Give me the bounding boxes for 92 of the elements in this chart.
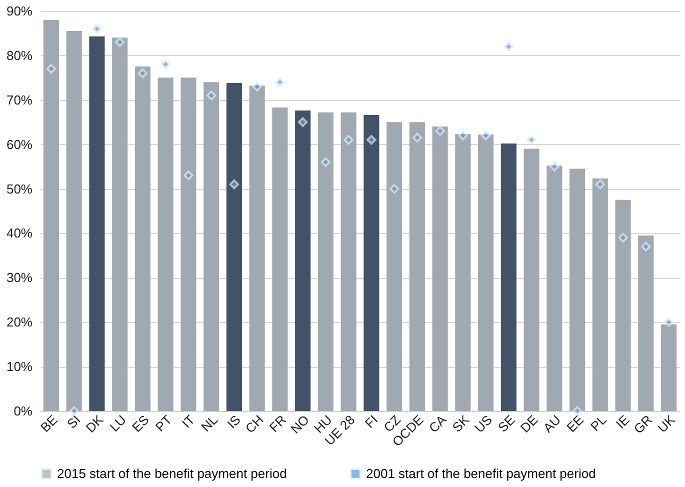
bar	[340, 112, 356, 411]
point	[138, 68, 148, 78]
bar	[546, 166, 562, 411]
bar	[180, 78, 196, 411]
bar	[524, 148, 540, 411]
y-tick-label: 20%	[6, 314, 33, 330]
y-tick-label: 60%	[6, 136, 33, 152]
bar	[364, 115, 380, 411]
x-tick-label: NL	[198, 412, 221, 434]
bar	[204, 82, 220, 411]
point	[526, 135, 536, 145]
y-tick-label: 30%	[6, 270, 33, 286]
y-tick-label: 40%	[6, 226, 33, 241]
x-tick-label: BE	[38, 412, 61, 435]
bar	[295, 110, 311, 411]
x-tick-label: US	[472, 412, 496, 436]
x-tick-label: LU	[106, 412, 130, 434]
point	[252, 82, 262, 92]
point	[664, 317, 674, 327]
x-tick-label: IE	[612, 412, 632, 432]
point	[480, 130, 491, 140]
point	[550, 162, 560, 172]
point	[572, 406, 582, 416]
x-tick-label: DK	[82, 412, 106, 436]
point	[69, 406, 79, 416]
point	[184, 170, 194, 180]
x-tick-label: PT	[152, 412, 175, 434]
x-tick-label: GR	[630, 412, 656, 436]
point	[641, 242, 651, 252]
x-tick-label: UK	[654, 412, 678, 436]
point	[298, 117, 308, 127]
point	[114, 37, 125, 47]
legend-label: 2001 start of the benefit payment period	[366, 466, 596, 481]
y-tick-label: 10%	[6, 359, 33, 374]
bar	[638, 235, 654, 411]
x-tick-label: DE	[517, 412, 541, 436]
bar	[158, 78, 174, 411]
point	[389, 184, 400, 194]
legend-label: 2015 start of the benefit payment period	[57, 466, 287, 481]
bar	[249, 86, 265, 411]
point	[435, 126, 445, 136]
x-tick-label: EE	[564, 412, 587, 435]
point	[595, 179, 606, 190]
bar	[661, 324, 677, 411]
x-tick-label: IS	[224, 412, 244, 432]
point	[275, 77, 285, 87]
point	[229, 179, 240, 190]
bar	[226, 83, 242, 411]
y-tick-label: 0%	[14, 404, 33, 418]
bar	[478, 134, 494, 411]
bar	[89, 36, 105, 411]
bar	[615, 200, 631, 411]
x-tick-label: SE	[495, 412, 518, 435]
point	[344, 135, 354, 145]
x-tick-label: ES	[129, 412, 152, 435]
bar	[592, 178, 608, 411]
x-tick-label: IT	[178, 412, 198, 431]
x-tick-label: CH	[242, 412, 266, 436]
point	[366, 135, 376, 145]
x-tick-label: FR	[266, 412, 290, 435]
y-tick-label: 80%	[6, 48, 33, 63]
x-tick-label: FI	[362, 412, 381, 431]
point	[504, 42, 514, 52]
point	[92, 24, 102, 34]
point	[412, 132, 422, 143]
bar	[570, 168, 586, 411]
y-tick-label: 90%	[6, 4, 33, 18]
point	[206, 90, 216, 100]
x-tick-label: PL	[588, 412, 610, 434]
bar	[386, 122, 402, 411]
point	[160, 59, 170, 70]
x-tick-label: NO	[288, 412, 312, 436]
bar	[432, 126, 448, 411]
point	[618, 232, 628, 243]
x-tick-label: AU	[540, 412, 564, 436]
bar	[318, 112, 334, 411]
point	[458, 130, 468, 140]
bar	[455, 134, 471, 411]
x-tick-label: SI	[64, 412, 84, 432]
y-tick-label: 70%	[6, 92, 33, 108]
bar	[500, 143, 516, 411]
point	[46, 64, 56, 74]
bar	[112, 38, 128, 411]
y-tick-label: 50%	[6, 181, 33, 196]
bar	[43, 20, 59, 411]
x-tick-label: SK	[449, 412, 472, 435]
point	[320, 157, 331, 167]
x-tick-label: CA	[426, 412, 450, 436]
bar	[409, 122, 425, 411]
bar	[134, 66, 150, 411]
bar	[272, 107, 288, 411]
bar	[66, 31, 82, 411]
